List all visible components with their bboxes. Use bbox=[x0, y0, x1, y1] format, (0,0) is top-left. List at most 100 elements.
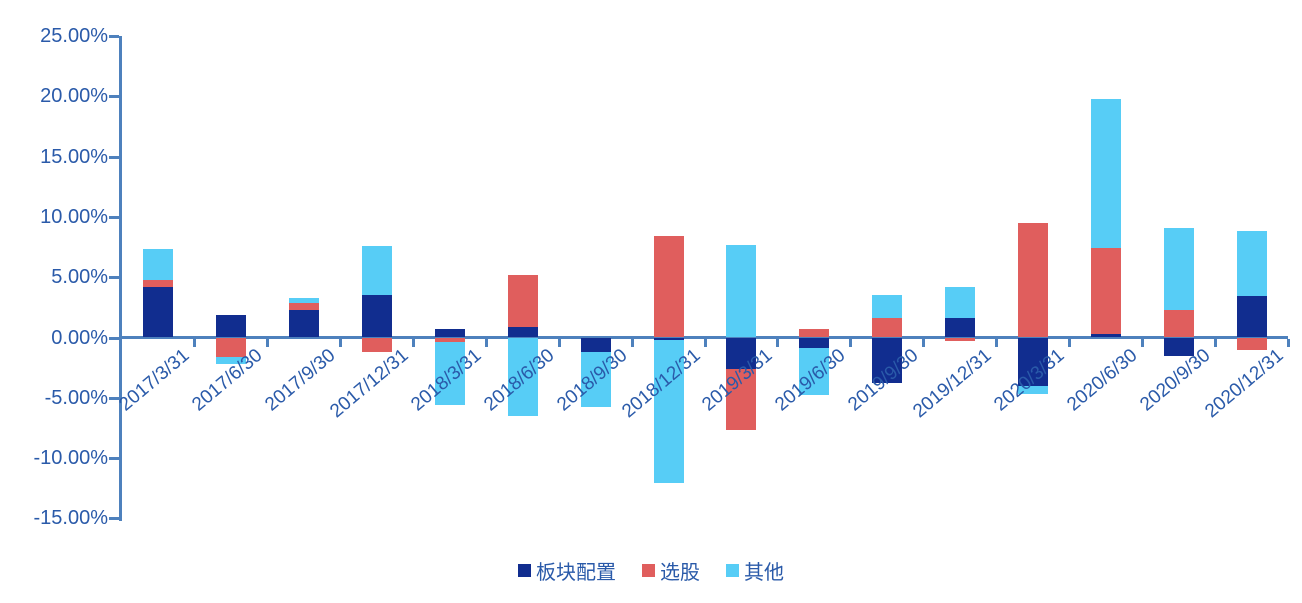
x-axis-tick bbox=[412, 339, 415, 347]
bar-segment bbox=[289, 297, 320, 304]
bar-segment bbox=[143, 279, 174, 287]
bar-segment bbox=[1236, 231, 1267, 297]
bar-segment bbox=[580, 351, 611, 408]
legend-swatch-other bbox=[726, 564, 739, 577]
bar-segment bbox=[872, 295, 903, 319]
y-axis-tick bbox=[109, 336, 119, 340]
x-tick-label: 2020/9/30 bbox=[1135, 345, 1215, 416]
legend-item-sector-allocation: 板块配置 bbox=[518, 556, 616, 585]
y-tick-label: 10.00% bbox=[40, 205, 108, 228]
y-axis bbox=[119, 36, 122, 522]
bar-segment bbox=[1236, 337, 1267, 350]
legend-item-other: 其他 bbox=[726, 556, 784, 585]
x-tick-label: 2017/6/30 bbox=[188, 345, 267, 416]
y-axis-tick bbox=[109, 457, 119, 461]
bar-segment bbox=[653, 236, 684, 338]
bar-segment bbox=[507, 326, 538, 338]
bar-segment bbox=[1017, 385, 1048, 395]
bar-segment bbox=[945, 337, 976, 342]
x-tick-label: 2020/3/31 bbox=[990, 345, 1069, 416]
x-axis-tick bbox=[339, 339, 343, 347]
bar-segment bbox=[726, 244, 757, 338]
y-axis-tick bbox=[109, 396, 119, 400]
bar-segment bbox=[1090, 333, 1121, 338]
bar-segment bbox=[143, 249, 174, 280]
bar-segment bbox=[143, 286, 174, 338]
y-axis-tick bbox=[109, 276, 119, 280]
x-axis-tick bbox=[995, 339, 998, 347]
y-axis-tick bbox=[109, 35, 119, 38]
x-axis-tick bbox=[630, 339, 634, 347]
x-tick-label: 2020/12/31 bbox=[1200, 345, 1288, 423]
y-tick-label: -10.00% bbox=[33, 447, 109, 470]
legend-label-other: 其他 bbox=[744, 562, 784, 584]
bar-segment bbox=[216, 337, 247, 357]
y-tick-label: 5.00% bbox=[51, 266, 108, 289]
bar-segment bbox=[872, 318, 903, 338]
bar-segment bbox=[507, 337, 538, 416]
bar-segment bbox=[799, 329, 830, 338]
bar-segment bbox=[799, 337, 830, 349]
x-axis-tick bbox=[1067, 339, 1071, 347]
x-axis-tick bbox=[776, 339, 780, 347]
x-axis-tick bbox=[703, 339, 707, 347]
legend-item-stock-selection: 选股 bbox=[642, 556, 700, 585]
x-axis-tick bbox=[1140, 339, 1144, 347]
x-axis-tick bbox=[1286, 339, 1290, 347]
bar-segment bbox=[1090, 98, 1121, 249]
bar-segment bbox=[945, 318, 976, 338]
bar-segment bbox=[434, 337, 465, 343]
y-axis-tick bbox=[109, 517, 119, 521]
bar-segment bbox=[653, 339, 684, 484]
y-tick-label: -15.00% bbox=[33, 507, 109, 530]
y-tick-label: 0.00% bbox=[51, 326, 108, 349]
bar-segment bbox=[945, 286, 976, 319]
bar-segment bbox=[1163, 227, 1194, 310]
x-tick-label: 2017/12/31 bbox=[326, 345, 413, 423]
bar-segment bbox=[653, 337, 684, 340]
x-tick-label: 2018/3/31 bbox=[407, 345, 486, 416]
bar-segment bbox=[872, 337, 903, 384]
legend-label-sector-allocation: 板块配置 bbox=[536, 562, 616, 584]
bar-segment bbox=[507, 274, 538, 327]
bar-segment bbox=[799, 348, 830, 396]
x-axis-tick bbox=[266, 339, 270, 347]
bar-segment bbox=[1017, 337, 1048, 386]
bar-segment bbox=[1090, 248, 1121, 334]
legend-label-stock-selection: 选股 bbox=[660, 562, 700, 584]
bar-segment bbox=[434, 329, 465, 338]
x-axis-tick bbox=[849, 339, 853, 347]
bar-segment bbox=[362, 337, 393, 352]
bar-segment bbox=[1163, 309, 1194, 338]
y-axis-tick bbox=[109, 155, 119, 159]
bar-segment bbox=[726, 337, 757, 369]
x-axis bbox=[119, 336, 1288, 339]
bar-segment bbox=[216, 356, 247, 365]
legend-swatch-sector-allocation bbox=[518, 564, 531, 577]
bar-segment bbox=[726, 368, 757, 431]
y-tick-label: 20.00% bbox=[40, 85, 108, 108]
bar-segment bbox=[580, 337, 611, 352]
bar-segment bbox=[289, 309, 320, 338]
bar-segment bbox=[216, 314, 247, 338]
x-axis-tick bbox=[484, 339, 488, 347]
y-tick-label: 15.00% bbox=[40, 145, 108, 168]
x-axis-tick bbox=[922, 339, 926, 347]
y-axis-tick bbox=[109, 95, 119, 99]
x-axis-tick bbox=[1213, 339, 1217, 347]
bar-segment bbox=[289, 303, 320, 310]
y-tick-label: -5.00% bbox=[44, 386, 108, 409]
bar-segment bbox=[362, 295, 393, 338]
x-axis-tick bbox=[557, 339, 561, 347]
legend-swatch-stock-selection bbox=[642, 564, 655, 577]
y-tick-label: 25.00% bbox=[40, 25, 108, 47]
y-axis-tick bbox=[109, 215, 119, 219]
bar-segment bbox=[1017, 222, 1048, 338]
bar-segment bbox=[434, 342, 465, 406]
bar-segment bbox=[1236, 296, 1267, 338]
legend: 板块配置 选股 其他 bbox=[0, 556, 1302, 585]
x-axis-tick bbox=[193, 339, 197, 347]
bar-segment bbox=[1163, 337, 1194, 356]
